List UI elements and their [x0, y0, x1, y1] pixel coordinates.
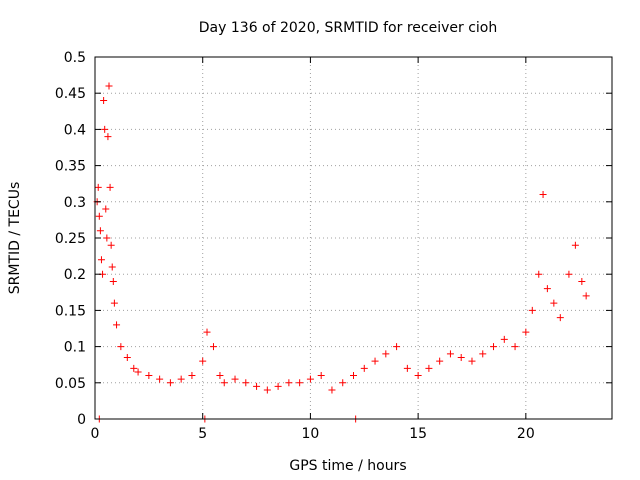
data-point — [188, 372, 196, 380]
data-point — [522, 328, 530, 336]
data-point — [500, 335, 508, 343]
data-point — [565, 270, 573, 278]
data-point — [113, 321, 121, 329]
data-point — [209, 343, 217, 351]
data-point — [403, 364, 411, 372]
y-tick-label: 0.35 — [55, 159, 86, 175]
data-point — [317, 372, 325, 380]
data-point — [535, 270, 543, 278]
data-point — [242, 379, 250, 387]
data-point — [285, 379, 293, 387]
grid — [95, 57, 612, 419]
data-point — [382, 350, 390, 358]
data-point — [96, 227, 104, 235]
data-point — [479, 350, 487, 358]
data-point — [578, 277, 586, 285]
data-point — [145, 372, 153, 380]
data-point — [339, 379, 347, 387]
data-point — [231, 375, 239, 383]
data-point — [582, 292, 590, 300]
data-point — [457, 353, 465, 361]
y-tick-label: 0.45 — [55, 86, 86, 102]
data-point — [177, 375, 185, 383]
data-point — [468, 357, 476, 365]
data-point — [100, 96, 108, 104]
data-point — [306, 375, 314, 383]
data-point — [393, 343, 401, 351]
plot-frame — [94, 56, 613, 420]
data-point — [436, 357, 444, 365]
y-tick-label: 0 — [77, 412, 86, 428]
y-tick-label: 0.4 — [64, 122, 86, 138]
x-tick-label: 20 — [517, 426, 535, 442]
data-point — [104, 133, 112, 141]
data-point — [123, 353, 131, 361]
data-point — [414, 372, 422, 380]
data-point — [95, 212, 103, 220]
x-axis-label: GPS time / hours — [289, 458, 406, 474]
data-point — [528, 306, 536, 314]
data-point — [97, 256, 105, 264]
data-point — [543, 285, 551, 293]
data-point — [101, 125, 109, 133]
data-point — [350, 372, 357, 380]
data-point — [511, 343, 519, 351]
data-point — [110, 299, 118, 307]
x-tick-label: 5 — [198, 426, 207, 442]
data-point — [156, 375, 164, 383]
y-tick-label: 0.5 — [64, 50, 86, 66]
data-point — [263, 386, 271, 394]
data-point — [107, 241, 115, 249]
data-point — [109, 277, 117, 285]
data-point — [105, 82, 113, 90]
data-point — [490, 343, 498, 351]
y-tick-label: 0.25 — [55, 231, 86, 247]
y-tick-label: 0.3 — [64, 195, 86, 211]
data-point — [108, 263, 116, 271]
data-point — [134, 368, 142, 376]
data-point — [216, 372, 224, 380]
data-point — [102, 205, 110, 213]
data-point — [446, 350, 454, 358]
y-axis-label: SRMTID / TECUs — [7, 182, 23, 295]
data-point — [274, 382, 282, 390]
data-point — [296, 379, 304, 387]
data-point — [203, 328, 211, 336]
data-point — [571, 241, 579, 249]
data-point — [199, 357, 207, 365]
data-point — [328, 386, 336, 394]
y-axis-ticks: 0 0.05 0.1 0.15 0.2 0.25 0.3 0.35 0.4 0.45 0.5 — [55, 50, 612, 428]
data-point — [550, 299, 558, 307]
data-point — [94, 183, 102, 191]
data-point — [371, 357, 379, 365]
data-point — [253, 382, 261, 390]
y-tick-label: 0.1 — [64, 340, 86, 356]
data-point — [130, 364, 138, 372]
data-point — [117, 343, 125, 351]
data-point — [539, 191, 547, 199]
data-points — [93, 82, 590, 423]
x-tick-label: 15 — [409, 426, 427, 442]
data-point — [106, 183, 114, 191]
data-point — [425, 364, 433, 372]
data-point — [166, 379, 174, 387]
x-tick-label: 0 — [91, 426, 100, 442]
y-tick-label: 0.2 — [64, 267, 86, 283]
y-tick-label: 0.15 — [55, 303, 86, 319]
data-point — [360, 364, 368, 372]
x-tick-label: 10 — [302, 426, 320, 442]
chart-title: Day 136 of 2020, SRMTID for receiver cio… — [199, 20, 497, 36]
x-axis-ticks: 0 5 10 15 20 — [91, 57, 535, 442]
data-point — [556, 314, 564, 322]
y-tick-label: 0.05 — [55, 376, 86, 392]
data-point — [220, 379, 228, 387]
data-point — [103, 234, 111, 242]
